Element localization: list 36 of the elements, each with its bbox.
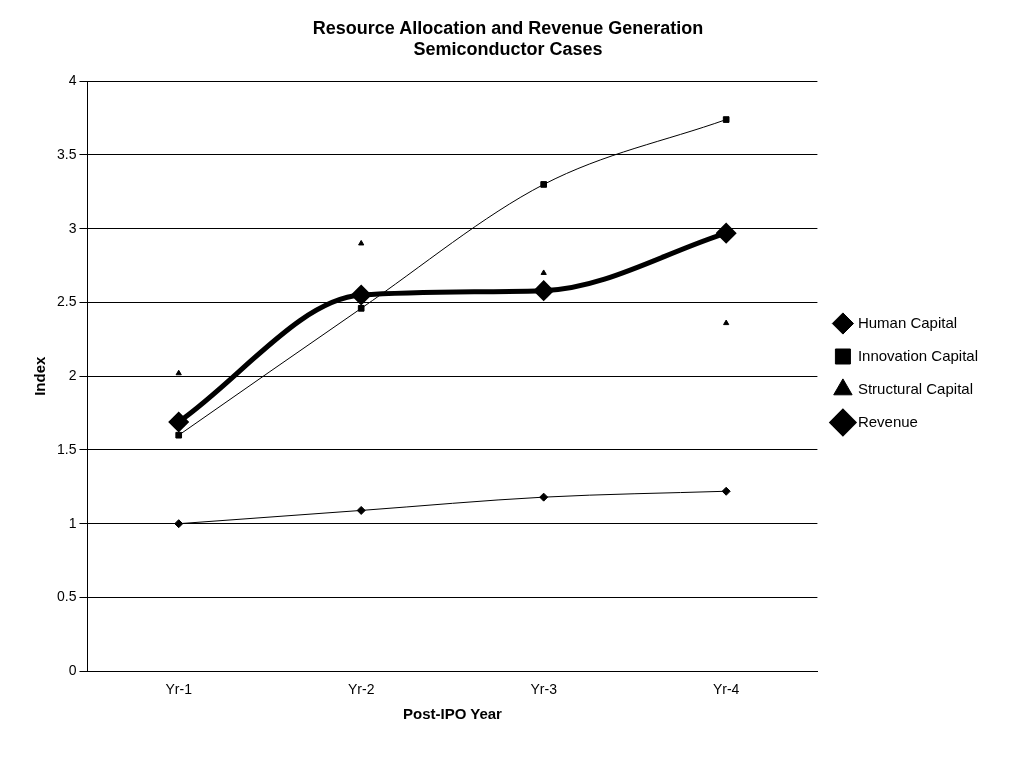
point — [174, 519, 184, 529]
x-axis-title: Post-IPO Year — [402, 705, 503, 723]
point — [723, 319, 730, 326]
y-tick-label: 0.5 — [56, 588, 77, 605]
legend-label: Innovation Capital — [857, 346, 979, 364]
point — [175, 431, 183, 439]
y-tick-label: 4 — [68, 72, 77, 89]
point — [721, 486, 731, 496]
x-tick-label: Yr-2 — [347, 681, 375, 698]
point — [540, 181, 548, 188]
y-axis-title: Index — [31, 355, 49, 396]
y-tick-label: 2 — [68, 367, 77, 384]
x-tick-label: Yr-4 — [712, 681, 740, 698]
y-tick-label: 1.5 — [56, 440, 77, 457]
y-tick-label: 3.5 — [56, 145, 77, 162]
point — [539, 492, 549, 502]
legend-label: Human Capital — [857, 313, 958, 331]
legend-label: Structural Capital — [857, 379, 973, 397]
x-tick-label: Yr-3 — [530, 681, 558, 698]
point — [351, 285, 371, 305]
y-tick-label: 3 — [68, 219, 77, 236]
legend-label: Revenue — [857, 412, 918, 430]
point — [357, 305, 365, 312]
y-tick-label: 0 — [68, 662, 77, 679]
y-tick-label: 2.5 — [56, 293, 77, 310]
chart-title: Resource Allocation and Revenue Generation Semiconductor Cases — [312, 17, 704, 60]
point — [175, 369, 182, 376]
point — [169, 412, 189, 432]
point — [722, 116, 730, 123]
point — [540, 269, 547, 275]
y-tick-label: 1 — [68, 514, 77, 531]
point — [716, 223, 736, 243]
x-tick-label: Yr-1 — [165, 681, 193, 698]
point — [534, 281, 554, 301]
point — [356, 505, 366, 515]
point — [358, 239, 365, 246]
